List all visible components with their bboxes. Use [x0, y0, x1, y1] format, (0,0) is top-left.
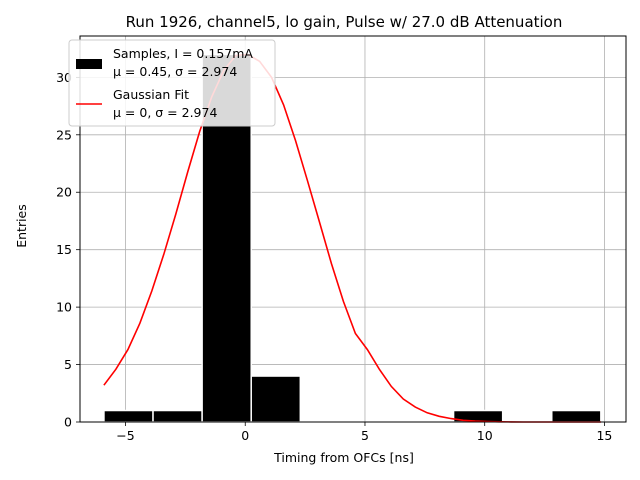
legend-samples-swatch — [76, 59, 102, 69]
y-axis-label: Entries — [14, 204, 29, 248]
x-tick-label: 0 — [241, 428, 249, 443]
chart-title: Run 1926, channel5, lo gain, Pulse w/ 27… — [126, 13, 563, 31]
histogram-bar — [152, 409, 203, 423]
legend: Samples, I = 0.157mA μ = 0.45, σ = 2.974… — [68, 39, 276, 127]
y-tick-label: 25 — [56, 127, 72, 142]
y-tick-label: 10 — [56, 300, 72, 315]
legend-samples-label: Samples, I = 0.157mA — [113, 46, 253, 61]
y-tick-label: 20 — [56, 185, 72, 200]
histogram-bar — [103, 409, 154, 423]
plot-frame — [79, 35, 627, 423]
y-tick-label: 5 — [64, 357, 72, 372]
legend-fit-stats: μ = 0, σ = 2.974 — [113, 105, 217, 120]
x-tick-label: 15 — [596, 428, 612, 443]
y-tick-label: 30 — [56, 70, 72, 85]
legend-samples-stats: μ = 0.45, σ = 2.974 — [113, 64, 237, 79]
legend-box — [68, 39, 276, 127]
legend-fit-label: Gaussian Fit — [113, 87, 189, 102]
histogram-bar — [551, 409, 602, 423]
x-axis-label: Timing from OFCs [ns] — [273, 450, 414, 465]
x-tick-label: 10 — [477, 428, 493, 443]
y-tick-label: 0 — [64, 415, 72, 430]
x-tick-label: −5 — [116, 428, 134, 443]
histogram-bar — [250, 375, 302, 423]
x-tick-label: 5 — [361, 428, 369, 443]
axis-ticks: −5 0 5 10 15 0 5 10 15 20 25 30 — [56, 70, 612, 443]
y-tick-label: 15 — [56, 242, 72, 257]
